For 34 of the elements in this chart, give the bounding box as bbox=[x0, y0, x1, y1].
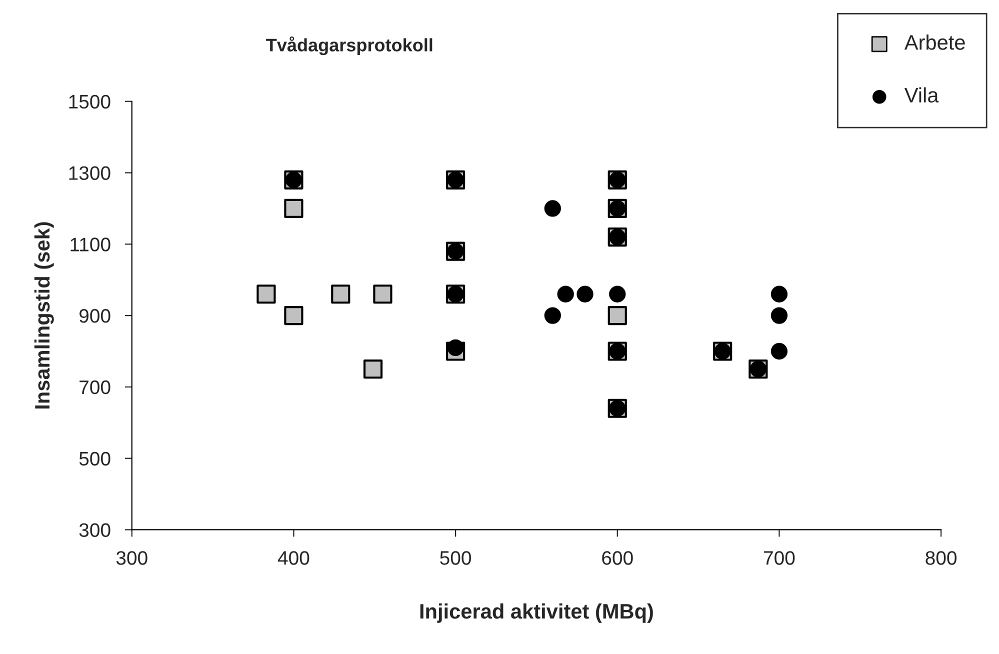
point bbox=[770, 286, 788, 302]
y-axis-title: Insamlingstid (sek) bbox=[34, 222, 54, 409]
y-tick-label: 700 bbox=[80, 380, 110, 394]
x-tick-label: 700 bbox=[764, 551, 795, 565]
point bbox=[609, 286, 626, 302]
legend-label: Vila bbox=[904, 87, 939, 103]
point bbox=[544, 307, 561, 324]
point bbox=[557, 286, 574, 302]
point bbox=[331, 284, 350, 304]
point bbox=[373, 284, 392, 304]
legend-label: Arbete bbox=[904, 34, 965, 50]
y-tick-label: 300 bbox=[79, 523, 110, 537]
y-tick-label: 1100 bbox=[70, 238, 110, 252]
point bbox=[544, 200, 561, 217]
point bbox=[284, 306, 304, 326]
x-tick-label: 400 bbox=[278, 551, 310, 565]
y-tick-label: 1500 bbox=[69, 94, 110, 109]
point bbox=[608, 306, 627, 326]
point bbox=[770, 342, 788, 360]
point bbox=[256, 284, 276, 304]
point bbox=[284, 198, 304, 218]
x-axis-title: Injicerad aktivitet (MBq) bbox=[420, 603, 653, 623]
point bbox=[770, 307, 788, 324]
y-tick-label: 900 bbox=[80, 309, 110, 323]
x-tick-label: 500 bbox=[440, 551, 472, 565]
point bbox=[363, 360, 383, 379]
point bbox=[447, 339, 464, 356]
x-tick-label: 800 bbox=[926, 551, 957, 565]
x-tick-label: 600 bbox=[602, 551, 633, 565]
y-tick-label: 1300 bbox=[69, 166, 110, 180]
x-tick-label: 300 bbox=[116, 551, 148, 565]
chart-title: Tvådagarsprotokoll bbox=[266, 36, 432, 56]
y-tick-label: 500 bbox=[79, 452, 110, 466]
point bbox=[576, 286, 594, 302]
